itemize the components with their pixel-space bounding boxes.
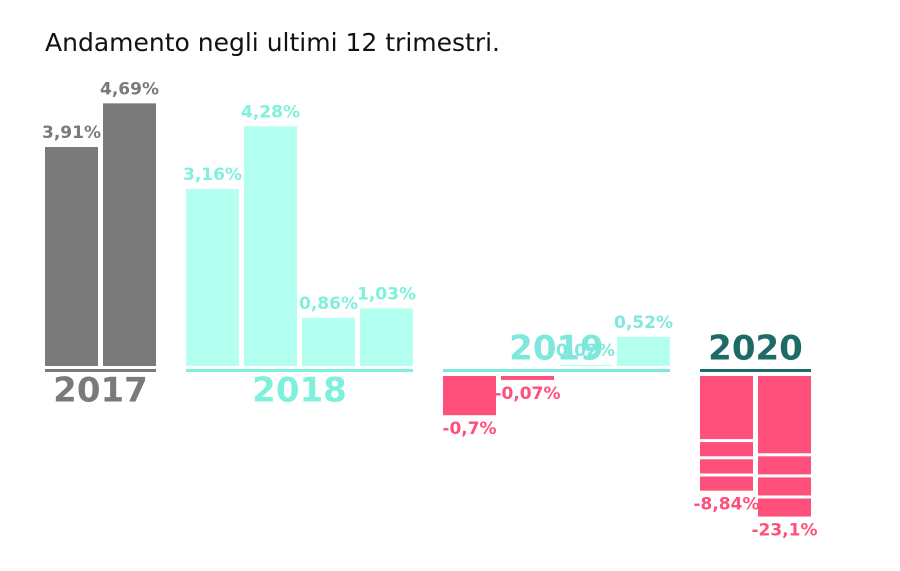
value-label: 4,69% [100, 79, 159, 99]
break-mark [758, 474, 811, 478]
bar [45, 147, 98, 366]
bar [443, 376, 496, 416]
value-label: 1,03% [357, 284, 416, 304]
break-mark [700, 456, 753, 460]
value-label: -0,7% [442, 419, 496, 439]
bar [103, 103, 156, 367]
value-label: 0,02% [556, 341, 615, 361]
break-mark [758, 495, 811, 499]
year-label: 2018 [252, 371, 347, 411]
value-label: -0,07% [494, 384, 560, 404]
baseline [186, 369, 413, 372]
bar [501, 376, 554, 380]
baseline [443, 369, 670, 372]
break-mark [700, 473, 753, 477]
value-label: 3,91% [42, 123, 101, 143]
value-label: 3,16% [183, 165, 242, 185]
baseline [700, 369, 811, 372]
value-label: 0,52% [614, 313, 673, 333]
baseline [45, 369, 156, 372]
break-mark [758, 453, 811, 457]
year-label: 2019 [509, 329, 604, 369]
value-label: -8,84% [693, 495, 759, 515]
bar [617, 336, 670, 366]
break-mark [700, 439, 753, 443]
value-label: -23,1% [751, 521, 817, 541]
value-label: 4,28% [241, 102, 300, 122]
bar [186, 189, 239, 366]
bar [360, 308, 413, 366]
bar [302, 317, 355, 366]
chart-title: Andamento negli ultimi 12 trimestri. [45, 28, 500, 57]
bar [244, 126, 297, 366]
bar [559, 364, 612, 366]
bar [700, 376, 753, 491]
year-label: 2020 [708, 329, 803, 369]
bar [758, 376, 811, 517]
year-label: 2017 [53, 371, 148, 411]
value-label: 0,86% [299, 294, 358, 314]
